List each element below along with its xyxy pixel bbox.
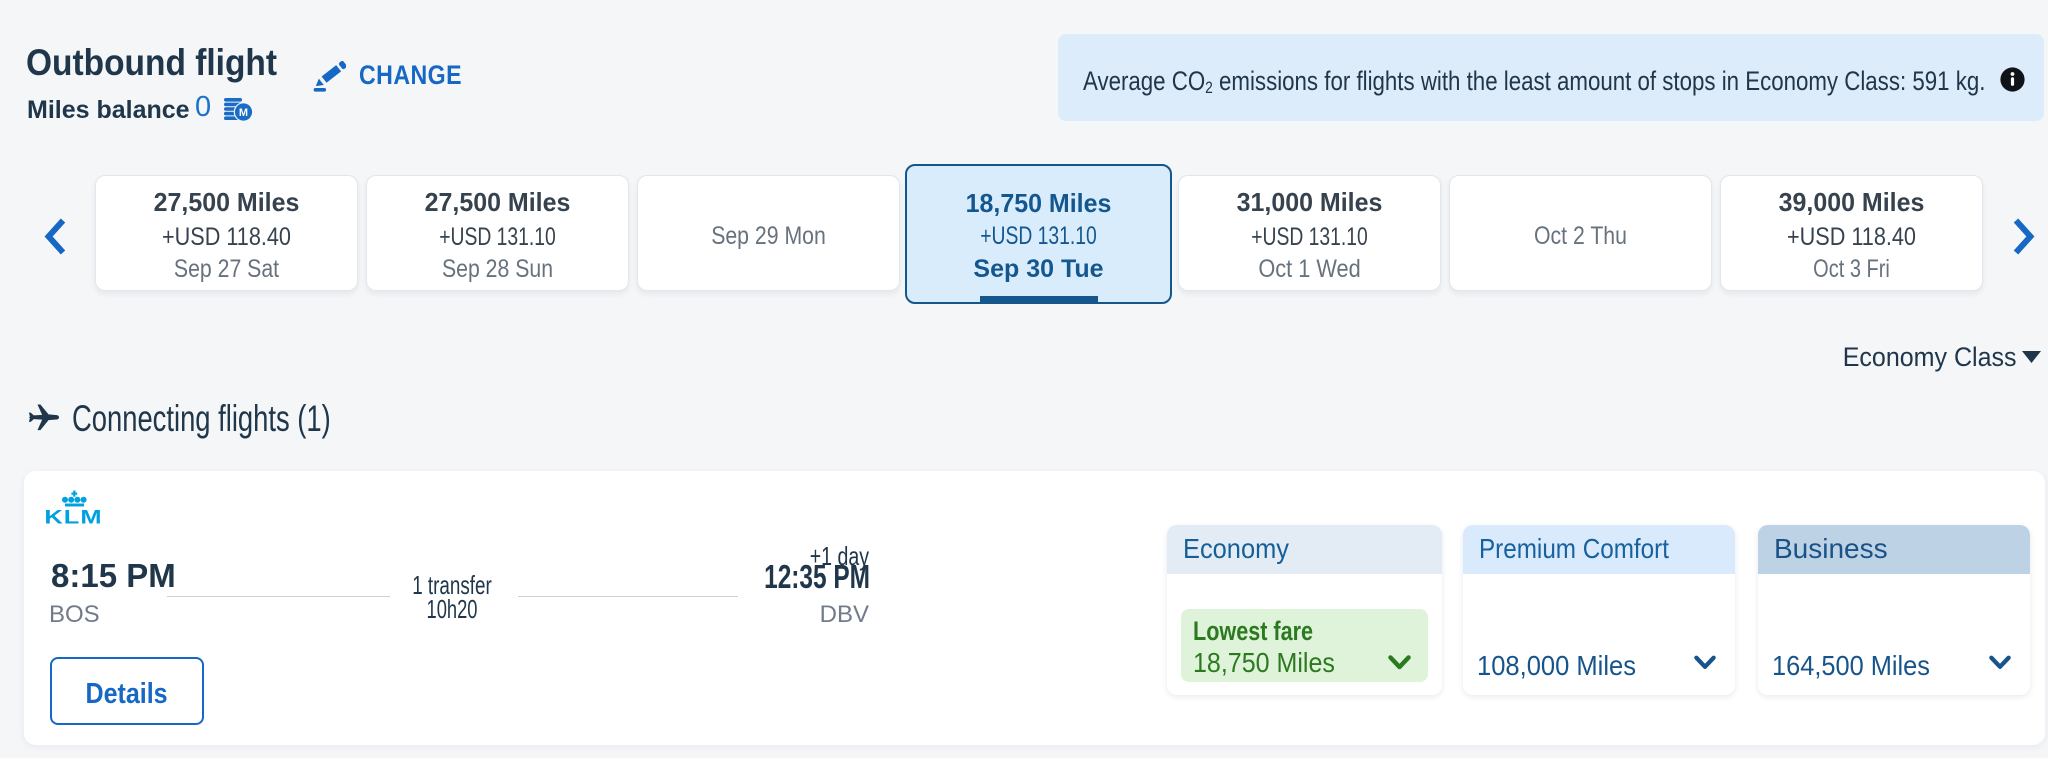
svg-text:M: M [239,107,248,119]
svg-text:KLM: KLM [46,507,100,526]
